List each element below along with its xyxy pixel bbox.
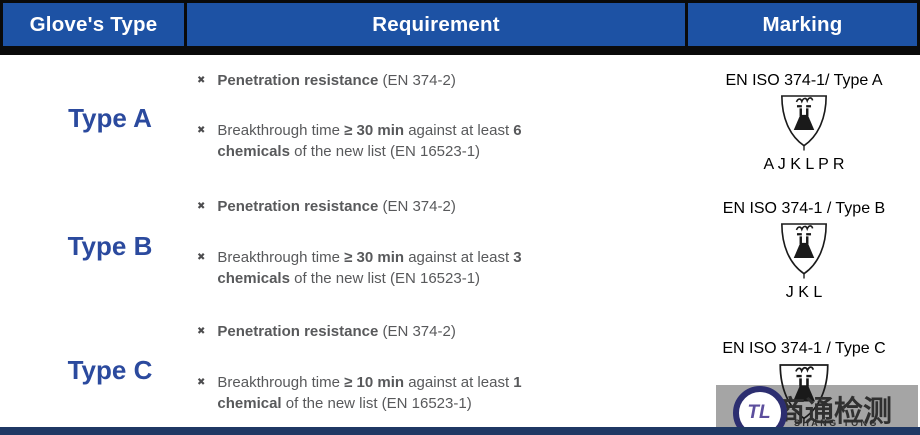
type-a-requirement-penetration: ✖ Penetration resistance (EN 374-2): [197, 70, 675, 91]
x-bullet-icon: ✖: [197, 326, 206, 337]
requirement-text: Penetration resistance (EN 374-2): [217, 198, 456, 215]
bottom-accent-bar: [0, 427, 920, 435]
type-b-requirement-breakthrough: ✖ Breakthrough time ≥ 30 min against at …: [197, 247, 675, 289]
type-c-marking-label: EN ISO 374-1 / Type C: [722, 340, 886, 357]
x-bullet-icon: ✖: [197, 75, 206, 86]
type-a-label: Type A: [68, 103, 152, 133]
type-a-chemical-pictogram: [688, 92, 920, 154]
header-cell-marking: Marking: [688, 3, 917, 46]
type-b-marking-label: EN ISO 374-1 / Type B: [722, 200, 886, 217]
type-c-requirement-penetration: ✖ Penetration resistance (EN 374-2): [197, 321, 675, 342]
watermark-monogram: TL: [747, 402, 771, 423]
x-bullet-icon: ✖: [197, 201, 206, 212]
watermark-chinese-text: 商通检测: [776, 394, 893, 428]
header-cell-gloves-type: Glove's Type: [3, 3, 184, 46]
chemical-hazard-shield-icon: [781, 223, 827, 279]
type-c-label: Type C: [67, 355, 153, 385]
watermark-logo-icon: TL: [733, 386, 787, 435]
type-a-marking-letters: A J K L P R: [763, 156, 845, 173]
requirement-text: Penetration resistance (EN 374-2): [217, 323, 456, 340]
requirement-text: Penetration resistance (EN 374-2): [217, 72, 456, 89]
type-a-requirement-breakthrough: ✖ Breakthrough time ≥ 30 min against at …: [197, 120, 675, 162]
x-bullet-icon: ✖: [197, 252, 206, 263]
requirement-text: Breakthrough time ≥ 10 min against at le…: [217, 374, 522, 412]
type-b-label: Type B: [67, 231, 153, 261]
x-bullet-icon: ✖: [197, 377, 206, 388]
type-a-marking-label: EN ISO 374-1/ Type A: [725, 72, 883, 89]
header-cell-requirement: Requirement: [187, 3, 685, 46]
table-header-row: Glove's Type Requirement Marking: [0, 0, 920, 55]
type-b-marking-letters: J K L: [785, 284, 823, 301]
x-bullet-icon: ✖: [197, 125, 206, 136]
type-c-chemical-pictogram: [688, 361, 920, 427]
requirement-text: Breakthrough time ≥ 30 min against at le…: [217, 249, 522, 287]
chemical-hazard-shield-icon: [781, 95, 827, 151]
requirement-text: Breakthrough time ≥ 30 min against at le…: [217, 122, 522, 160]
chemical-hazard-shield-icon: [779, 364, 829, 424]
type-c-requirement-breakthrough: ✖ Breakthrough time ≥ 10 min against at …: [197, 372, 675, 414]
type-b-chemical-pictogram: [688, 220, 920, 282]
type-b-requirement-penetration: ✖ Penetration resistance (EN 374-2): [197, 196, 675, 217]
